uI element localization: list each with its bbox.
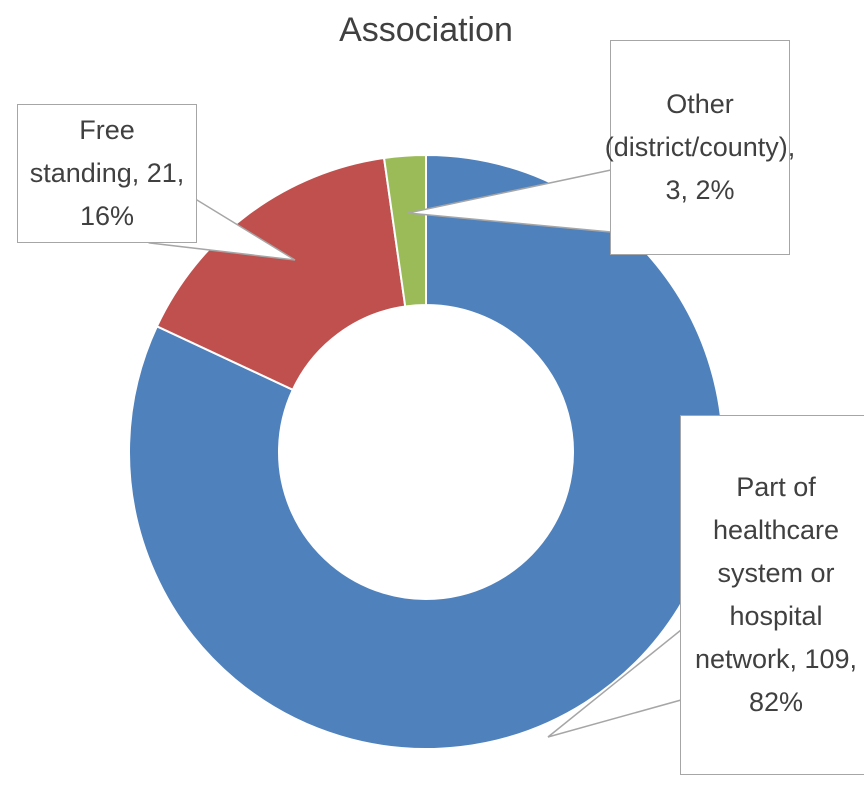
slice: [155, 156, 407, 392]
chart-title: Association: [339, 11, 513, 49]
data-label: Part of healthcare system or hospital ne…: [680, 415, 864, 775]
data-label: Other (district/county), 3, 2%: [605, 40, 795, 255]
slice: [382, 153, 427, 308]
data-label: Free standing, 21, 16%: [17, 104, 197, 243]
